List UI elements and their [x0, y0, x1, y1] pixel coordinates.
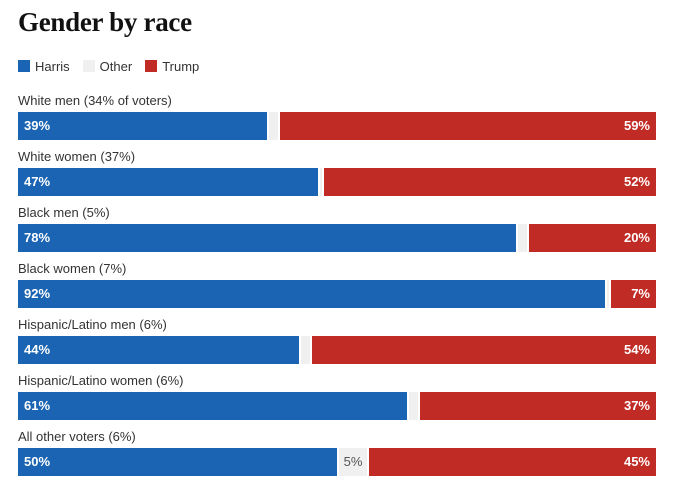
bar-segment-other	[607, 280, 609, 308]
data-label-other: 5%	[343, 454, 363, 469]
bar-segment-harris: 92%	[18, 280, 605, 308]
chart-title: Gender by race	[18, 7, 192, 37]
bar-segment-other	[320, 168, 322, 196]
legend-swatch-trump	[145, 60, 158, 72]
bar-category-label: All other voters (6%)	[18, 429, 136, 444]
data-label-harris: 39%	[24, 118, 51, 133]
data-label-harris: 44%	[24, 342, 51, 357]
bar-segment-trump: 45%	[369, 448, 656, 476]
data-label-harris: 61%	[24, 398, 51, 413]
bar-segment-trump: 54%	[312, 336, 656, 364]
stacked-bar: 61% 37%	[18, 392, 656, 420]
legend-label-trump: Trump	[162, 58, 200, 74]
bar-segment-other: 5%	[339, 448, 367, 476]
stacked-bar: 78% 20%	[18, 224, 656, 252]
legend-item-other: Other	[82, 58, 133, 74]
stacked-bar: 92% 7%	[18, 280, 656, 308]
data-label-harris: 92%	[24, 286, 51, 301]
bar-row: Black men (5%) 78% 20%	[18, 201, 656, 257]
stacked-bar: 44% 54%	[18, 336, 656, 364]
legend-swatch-harris	[18, 60, 30, 72]
bar-row: White women (37%) 47% 52%	[18, 145, 656, 201]
data-label-trump: 45%	[623, 454, 650, 469]
data-label-trump: 59%	[623, 118, 650, 133]
bar-segment-harris: 50%	[18, 448, 337, 476]
bar-segment-other	[409, 392, 418, 420]
bar-segment-harris: 39%	[18, 112, 267, 140]
legend: Harris Other Trump	[18, 58, 212, 74]
bar-segment-trump: 52%	[324, 168, 656, 196]
data-label-trump: 20%	[623, 230, 650, 245]
bar-segment-other	[269, 112, 278, 140]
legend-item-harris: Harris	[18, 59, 70, 74]
data-label-harris: 50%	[24, 454, 51, 469]
legend-label-harris: Harris	[35, 58, 70, 74]
bar-row: Black women (7%) 92% 7%	[18, 257, 656, 313]
bar-category-label: Hispanic/Latino women (6%)	[18, 373, 184, 388]
bar-segment-harris: 44%	[18, 336, 299, 364]
bar-segment-harris: 78%	[18, 224, 516, 252]
data-label-trump: 7%	[631, 286, 650, 301]
legend-label-other: Other	[99, 58, 133, 74]
bar-category-label: Black women (7%)	[18, 261, 127, 276]
bar-category-label: Black men (5%)	[18, 205, 110, 220]
bar-category-label: Hispanic/Latino men (6%)	[18, 317, 167, 332]
bar-segment-trump: 59%	[280, 112, 656, 140]
bar-chart: White men (34% of voters) 39% 59% White wom…	[18, 89, 656, 481]
bar-category-label: White women (37%)	[18, 149, 136, 164]
data-label-trump: 37%	[623, 398, 650, 413]
bar-segment-other	[518, 224, 527, 252]
legend-swatch-other	[82, 60, 95, 72]
bar-segment-harris: 61%	[18, 392, 407, 420]
stacked-bar: 50% 5% 45%	[18, 448, 656, 476]
legend-item-trump: Trump	[145, 59, 199, 74]
data-label-harris: 78%	[24, 230, 51, 245]
bar-row: Hispanic/Latino women (6%) 61% 37%	[18, 369, 656, 425]
data-label-trump: 54%	[623, 342, 650, 357]
bar-segment-trump: 7%	[611, 280, 656, 308]
bar-segment-harris: 47%	[18, 168, 318, 196]
bar-segment-trump: 20%	[529, 224, 656, 252]
data-label-trump: 52%	[623, 174, 650, 189]
stacked-bar: 47% 52%	[18, 168, 656, 196]
stacked-bar: 39% 59%	[18, 112, 656, 140]
data-label-harris: 47%	[24, 174, 51, 189]
bar-segment-other	[301, 336, 310, 364]
bar-category-label: White men (34% of voters)	[18, 93, 172, 108]
bar-row: All other voters (6%) 50% 5% 45%	[18, 425, 656, 481]
bar-row: White men (34% of voters) 39% 59%	[18, 89, 656, 145]
bar-segment-trump: 37%	[420, 392, 656, 420]
bar-row: Hispanic/Latino men (6%) 44% 54%	[18, 313, 656, 369]
